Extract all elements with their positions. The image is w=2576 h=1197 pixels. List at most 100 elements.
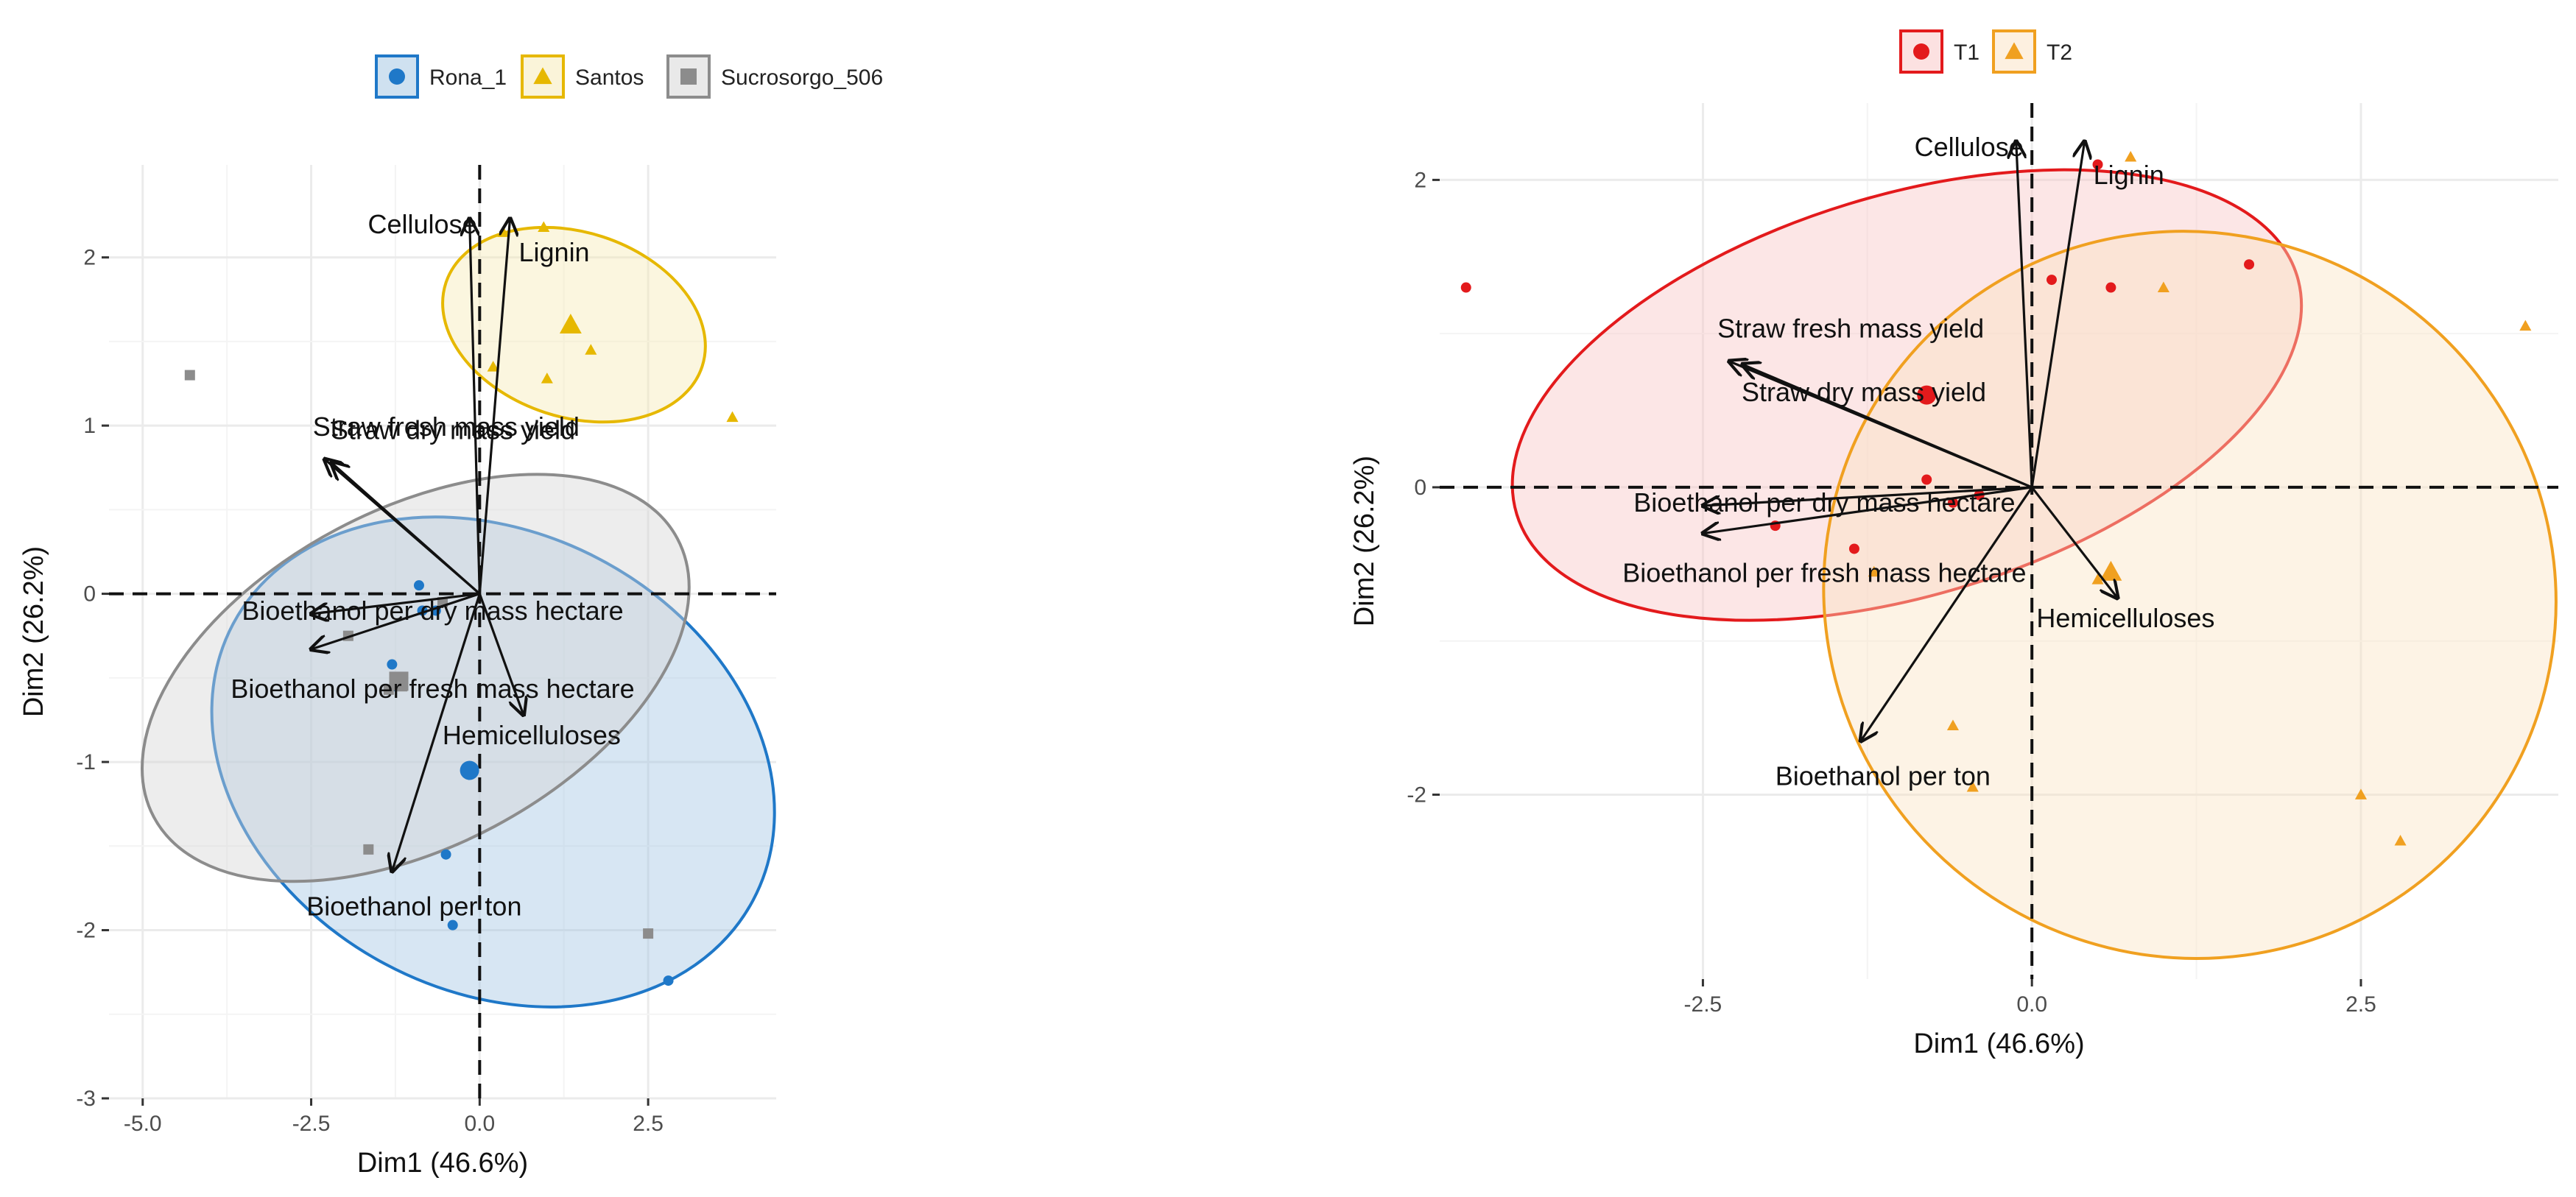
data-point	[538, 221, 550, 232]
data-point	[2046, 275, 2057, 286]
loading-arrow	[478, 219, 510, 594]
arrow-label: Hemicelluloses	[2036, 603, 2214, 633]
y-tick-label: -2	[76, 919, 96, 943]
data-point	[663, 975, 674, 986]
x-axis-title: Dim1 (46.6%)	[357, 1148, 528, 1179]
confidence-ellipse-Sucrosorgo_506	[141, 473, 691, 883]
data-point	[1947, 497, 1958, 508]
legend-marker-Sucrosorgo_506	[680, 68, 697, 85]
data-point	[643, 928, 654, 939]
x-axis-title: Dim1 (46.6%)	[1913, 1028, 2084, 1059]
legend-label: T1	[1954, 40, 1979, 65]
data-point	[726, 411, 739, 423]
x-tick-label: -2.5	[292, 1112, 331, 1136]
panel-1: Cellulose Lignin Straw fresh mass yieldStr…	[18, 54, 883, 1179]
arrow-label: Bioethanol per fresh mass hectare	[1622, 558, 2026, 588]
data-point	[440, 849, 451, 860]
arrow-label: Bioethanol per fresh mass hectare	[230, 674, 634, 704]
data-point	[1946, 719, 1960, 730]
y-axis-title: Dim2 (26.2%)	[18, 546, 49, 717]
loading-arrow	[1703, 486, 2033, 506]
arrow-label: Cellulose	[1915, 132, 2024, 162]
data-point	[487, 361, 499, 372]
x-tick-label: -2.5	[1684, 992, 1722, 1017]
group-centroid	[460, 760, 479, 780]
data-point	[184, 370, 195, 381]
legend-label: Rona_1	[429, 66, 507, 90]
arrow-label: Lignin	[519, 237, 590, 267]
legend: Rona_1 Santos Sucrosorgo_506	[375, 54, 883, 99]
y-tick-label: 0	[83, 582, 96, 607]
data-point	[1868, 565, 1880, 577]
series-Sucrosorgo_506	[184, 370, 654, 939]
y-tick-label: 0	[1414, 476, 1426, 500]
arrow-label: Bioethanol per ton	[306, 891, 521, 922]
y-tick-label: 2	[83, 246, 96, 270]
y-axis-title: Dim2 (26.2%)	[1349, 456, 1380, 626]
legend-marker-Rona_1	[389, 68, 405, 85]
panel-2: Cellulose Lignin Straw fresh mass yield Str…	[1349, 29, 2558, 1059]
data-point	[2244, 259, 2255, 270]
arrow-label: Bioethanol per dry mass hectare	[242, 596, 623, 626]
legend-marker-T2	[2005, 42, 2024, 60]
group-centroid	[389, 671, 409, 691]
legend-key-T2	[1992, 29, 2036, 74]
loading-arrow	[470, 219, 481, 594]
data-point	[2092, 159, 2103, 170]
series-T1	[1460, 159, 2255, 554]
loading-arrow	[2030, 486, 2117, 598]
arrow-label: Straw fresh mass yield	[1717, 314, 1984, 344]
series-Santos	[487, 221, 739, 423]
loading-arrow	[331, 462, 481, 595]
x-tick-label: 2.5	[2346, 992, 2376, 1017]
x-tick-label: 0.0	[464, 1112, 495, 1136]
data-point	[1460, 282, 1471, 293]
arrow-label: Straw dry mass yield	[1742, 377, 1986, 407]
legend-label: T2	[2047, 40, 2072, 65]
legend: T1 T2	[1899, 29, 2072, 74]
arrow-label: Bioethanol per dry mass hectare	[1633, 487, 2015, 518]
data-point	[2125, 151, 2137, 162]
arrow-label: Cellulose	[368, 209, 477, 239]
legend-marker-Santos	[533, 67, 552, 85]
group-centroid	[2100, 560, 2122, 581]
loading-arrow	[312, 593, 480, 649]
confidence-ellipse-T2	[1822, 230, 2558, 960]
axes: -2.5 0.0 2.5 -2 0 2 Dim1 (46.6%) Dim2 (26.2%)	[1349, 168, 2376, 1059]
y-tick-label: -3	[76, 1087, 96, 1111]
x-tick-label: -5.0	[124, 1112, 162, 1136]
loading-arrow	[1742, 364, 2033, 489]
y-tick-label: -1	[76, 750, 96, 774]
arrow-label: Bioethanol per ton	[1776, 760, 1991, 791]
data-point	[541, 372, 553, 384]
data-point	[2354, 788, 2367, 799]
loading-arrow	[1861, 487, 2033, 741]
data-point	[1966, 780, 1979, 792]
data-point	[447, 919, 458, 931]
x-tick-label: 2.5	[633, 1112, 664, 1136]
data-point	[2394, 835, 2407, 846]
data-point	[387, 659, 398, 670]
data-point	[413, 580, 424, 591]
data-point	[1848, 543, 1859, 554]
x-tick-label: 0.0	[2016, 992, 2047, 1017]
series-T2	[1868, 151, 2532, 846]
data-point	[363, 844, 374, 855]
loading-arrow	[2030, 141, 2084, 488]
axes: -5.0 -2.5 0.0 2.5 -3 -2 -1 0 1 2 Dim1 (46.6%) Dim2 …	[18, 246, 664, 1179]
loading-arrow	[392, 593, 481, 872]
y-tick-label: 2	[1414, 168, 1426, 192]
loading-arrow	[2016, 141, 2033, 488]
data-point	[1921, 474, 1932, 485]
arrow-label: Straw dry mass yield	[331, 414, 575, 445]
y-tick-label: 1	[83, 414, 96, 438]
legend-marker-T1	[1913, 43, 1929, 60]
data-point	[2105, 282, 2116, 293]
group-centroid	[559, 314, 582, 334]
group-centroid	[1917, 385, 1937, 405]
legend-key-Sucrosorgo_506	[666, 54, 711, 99]
